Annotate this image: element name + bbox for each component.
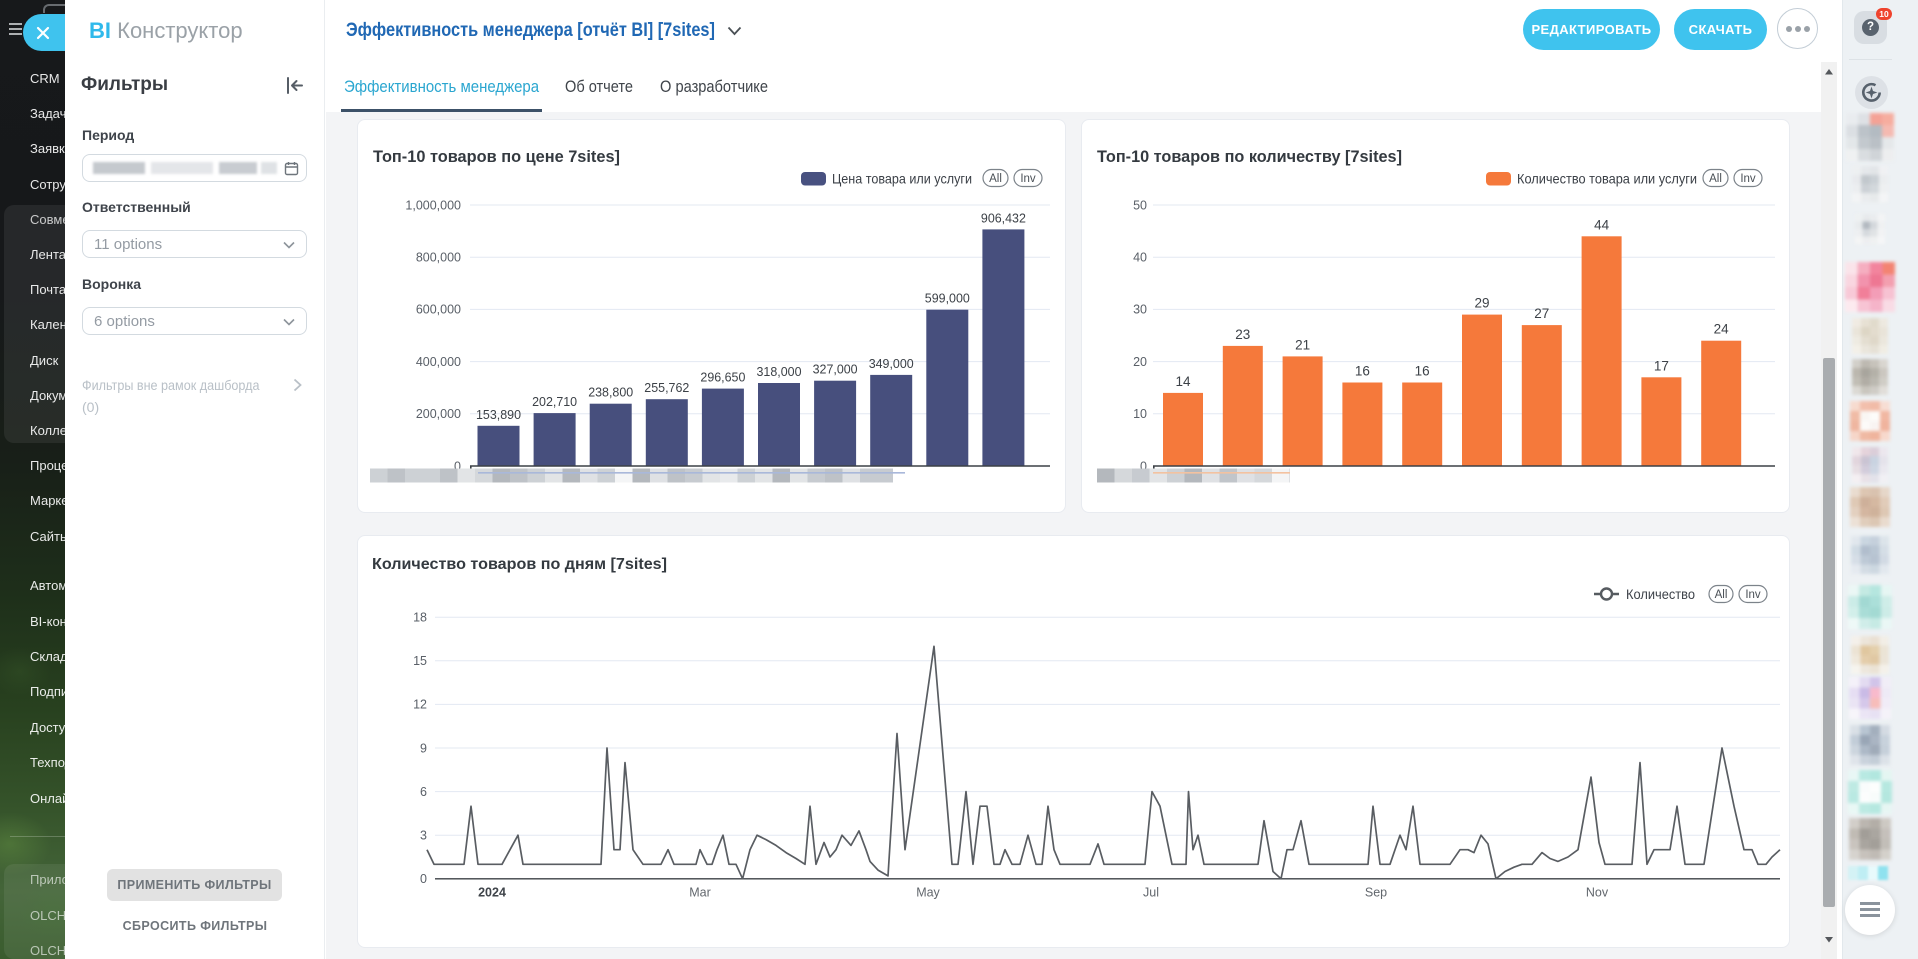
svg-text:0: 0 xyxy=(420,872,427,886)
svg-text:24: 24 xyxy=(1714,322,1730,337)
svg-text:All: All xyxy=(989,173,1002,185)
svg-text:18: 18 xyxy=(413,611,427,625)
svg-text:Jul: Jul xyxy=(1143,886,1159,900)
svg-text:255,762: 255,762 xyxy=(644,380,689,395)
svg-text:Количество: Количество xyxy=(1626,586,1695,602)
svg-text:14: 14 xyxy=(1175,374,1191,389)
svg-text:9: 9 xyxy=(420,741,427,755)
svg-text:0: 0 xyxy=(454,459,461,473)
svg-text:349,000: 349,000 xyxy=(869,356,914,371)
svg-text:44: 44 xyxy=(1594,217,1610,232)
svg-text:327,000: 327,000 xyxy=(813,362,858,377)
svg-text:16: 16 xyxy=(1355,364,1370,379)
svg-text:12: 12 xyxy=(413,698,427,712)
svg-text:27: 27 xyxy=(1534,306,1549,321)
svg-text:Inv: Inv xyxy=(1740,173,1756,185)
svg-text:1,000,000: 1,000,000 xyxy=(405,198,461,212)
svg-text:May: May xyxy=(916,886,940,900)
svg-text:Топ-10 товаров по цене 7sites]: Топ-10 товаров по цене 7sites] xyxy=(373,147,620,166)
svg-text:600,000: 600,000 xyxy=(416,303,461,317)
svg-text:20: 20 xyxy=(1133,355,1147,369)
svg-text:Количество товара или услуги: Количество товара или услуги xyxy=(1517,171,1697,187)
svg-text:2024: 2024 xyxy=(478,886,506,900)
svg-text:15: 15 xyxy=(413,654,427,668)
svg-text:318,000: 318,000 xyxy=(757,364,802,379)
svg-text:40: 40 xyxy=(1133,251,1147,265)
svg-text:50: 50 xyxy=(1133,198,1147,212)
svg-text:Nov: Nov xyxy=(1586,886,1609,900)
svg-text:599,000: 599,000 xyxy=(925,291,970,306)
svg-text:153,890: 153,890 xyxy=(476,407,521,422)
svg-text:Inv: Inv xyxy=(1745,589,1761,601)
svg-text:Mar: Mar xyxy=(689,886,711,900)
svg-text:6: 6 xyxy=(420,785,427,799)
svg-text:10: 10 xyxy=(1133,407,1147,421)
svg-text:29: 29 xyxy=(1474,296,1489,311)
svg-text:23: 23 xyxy=(1235,327,1250,342)
svg-text:All: All xyxy=(1715,589,1728,601)
svg-text:200,000: 200,000 xyxy=(416,407,461,421)
svg-text:16: 16 xyxy=(1415,364,1430,379)
svg-text:17: 17 xyxy=(1654,358,1669,373)
svg-text:Цена товара или услуги: Цена товара или услуги xyxy=(832,171,972,187)
svg-text:238,800: 238,800 xyxy=(588,385,633,400)
svg-text:400,000: 400,000 xyxy=(416,355,461,369)
svg-text:30: 30 xyxy=(1133,303,1147,317)
svg-text:800,000: 800,000 xyxy=(416,251,461,265)
svg-text:Inv: Inv xyxy=(1020,173,1036,185)
svg-text:All: All xyxy=(1709,173,1722,185)
svg-text:Количество товаров по дням [7s: Количество товаров по дням [7sites] xyxy=(372,556,667,573)
svg-text:Топ-10 товаров по количеству [: Топ-10 товаров по количеству [7sites] xyxy=(1097,147,1402,166)
svg-text:21: 21 xyxy=(1295,337,1310,352)
svg-text:0: 0 xyxy=(1140,459,1147,473)
svg-text:3: 3 xyxy=(420,829,427,843)
svg-text:Sep: Sep xyxy=(1365,886,1387,900)
svg-text:202,710: 202,710 xyxy=(532,394,577,409)
svg-text:296,650: 296,650 xyxy=(700,370,745,385)
svg-text:906,432: 906,432 xyxy=(981,210,1026,225)
